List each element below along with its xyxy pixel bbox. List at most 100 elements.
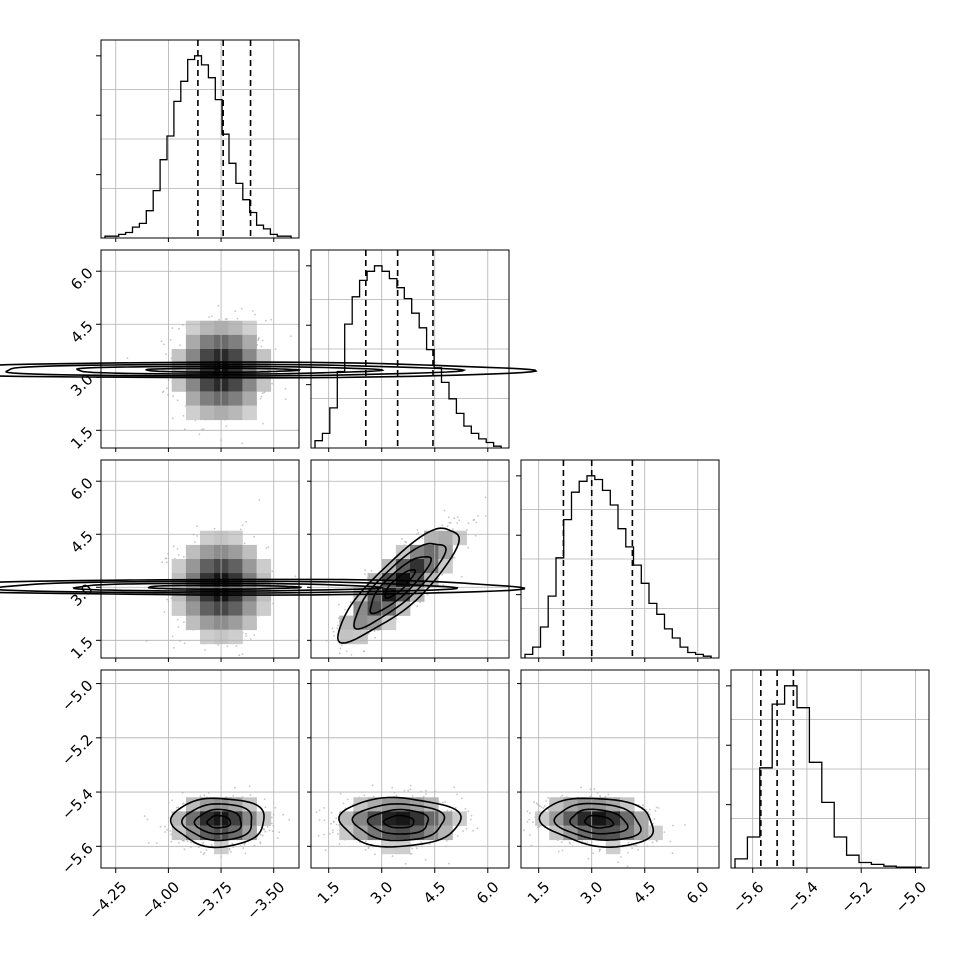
contour-line [72,582,385,592]
scatter-point [340,644,343,647]
scatter-point [568,841,571,844]
scatter-point [282,813,285,816]
density-cell [200,601,215,616]
scatter-point [259,397,262,400]
scatter-point [332,831,334,834]
scatter-point [425,789,427,792]
scatter-point [458,519,461,522]
scatter-point [166,828,169,831]
scatter-point [236,317,239,320]
x-tick-label: −3.50 [243,878,288,923]
scatter-point [409,784,412,787]
scatter-point [467,522,470,525]
scatter-point [651,841,654,844]
scatter-point [226,645,229,648]
scatter-point [599,794,601,797]
scatter-point [202,841,205,844]
density-cell [242,349,257,364]
scatter-point [337,617,340,620]
y-tick-label: 4.5 [67,527,97,557]
scatter-point [484,496,487,499]
scatter-point [557,850,560,853]
scatter-point [336,627,339,630]
scatter-point [655,806,658,809]
scatter-point [184,476,186,478]
scatter-point [648,813,651,816]
scatter-point [263,798,266,800]
scatter-point [535,802,538,805]
scatter-point [309,659,311,661]
scatter-point [425,793,427,795]
scatter-point [528,818,531,821]
scatter-point [456,522,459,524]
scatter-point [317,834,320,837]
density-cell [353,811,368,826]
scatter-point [441,573,444,576]
histogram [314,265,502,448]
scatter-point [284,387,287,390]
scatter-point [477,515,479,517]
y-tick-label: 6.0 [67,474,97,504]
scatter-point [642,804,644,807]
scatter-point [657,807,660,809]
contour-line [384,569,417,599]
x-tick-label: 1.5 [314,878,344,908]
scatter-point [203,852,206,854]
density-cell [242,544,257,560]
panel-frame [100,249,300,449]
scatter-point [452,528,454,530]
scatter-point [604,795,607,798]
density-cell [242,601,257,616]
density-cell [242,377,257,392]
density-cell [339,811,354,826]
scatter-point [429,842,431,845]
scatter-point [415,847,418,850]
scatter-point [370,569,373,572]
scatter-point [371,784,374,787]
scatter-point [230,851,233,853]
scatter-point [374,853,376,856]
scatter-point [330,822,332,825]
scatter-point [364,840,367,843]
scatter-point [409,788,412,791]
scatter-point [241,653,244,655]
scatter-point [450,522,452,524]
scatter-point [196,535,199,537]
density-cell [200,377,215,392]
contour-line [538,797,655,849]
density-cell [242,811,257,826]
x-tick-label: 4.5 [630,878,660,908]
contour-line [366,808,430,835]
density-cell [185,544,201,560]
contour-line [351,803,446,842]
scatter-point [339,647,342,650]
scatter-point [542,807,545,809]
scatter-point [244,632,247,635]
contour-line [0,361,538,379]
scatter-point [182,414,185,417]
scatter-point [346,661,348,663]
x-tick-label: 3.0 [577,878,607,908]
scatter-point [374,636,376,639]
contour-line [382,814,415,829]
scatter-point [526,820,529,823]
scatter-point [663,831,666,833]
density-cell [185,391,201,406]
scatter-point [315,811,318,814]
density-cell [228,405,243,421]
density-cell [228,320,243,336]
scatter-point [242,847,245,850]
scatter-point [561,849,564,852]
scatter-point [543,805,546,807]
density-cell [242,320,257,336]
scatter-point [202,428,205,431]
scatter-point [422,795,425,798]
scatter-point [346,798,349,801]
density-cell [185,559,201,574]
scatter-point [538,805,541,807]
scatter-point [339,792,342,795]
scatter-point [171,799,173,802]
density-cell [381,615,397,631]
scatter-point [460,797,463,800]
